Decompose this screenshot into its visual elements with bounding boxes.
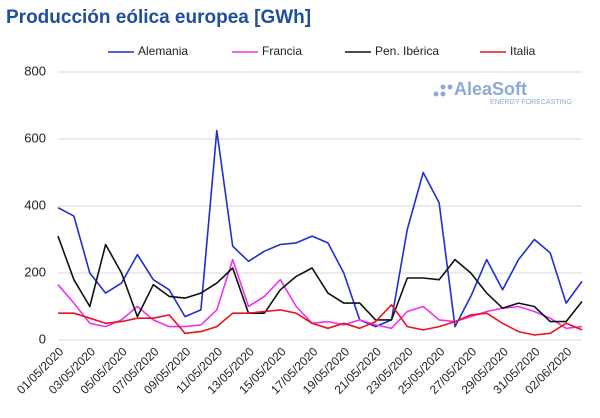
- logo-tagline: ENERGY FORECASTING: [490, 99, 572, 106]
- y-tick-label: 0: [39, 331, 46, 346]
- logo-dot: [433, 91, 439, 97]
- logo-dot: [447, 84, 453, 90]
- series-line: [57, 129, 583, 328]
- chart-title: Producción eólica europea [GWh]: [6, 7, 311, 28]
- logo-dot: [440, 91, 446, 97]
- series-line: [57, 258, 583, 330]
- legend-label: Italia: [510, 44, 536, 58]
- logo: AleaSoft ENERGY FORECASTING: [433, 79, 572, 106]
- series-line: [57, 235, 583, 323]
- y-tick-label: 800: [24, 63, 46, 78]
- y-tick-label: 600: [24, 130, 46, 145]
- legend-label: Alemania: [138, 44, 188, 58]
- legend-label: Pen. Ibérica: [375, 44, 439, 58]
- series-line: [58, 304, 583, 336]
- legend-label: Francia: [262, 44, 302, 58]
- logo-dot: [440, 84, 446, 90]
- y-tick-label: 400: [24, 197, 46, 212]
- logo-name: AleaSoft: [454, 79, 527, 99]
- y-tick-label: 200: [24, 264, 46, 279]
